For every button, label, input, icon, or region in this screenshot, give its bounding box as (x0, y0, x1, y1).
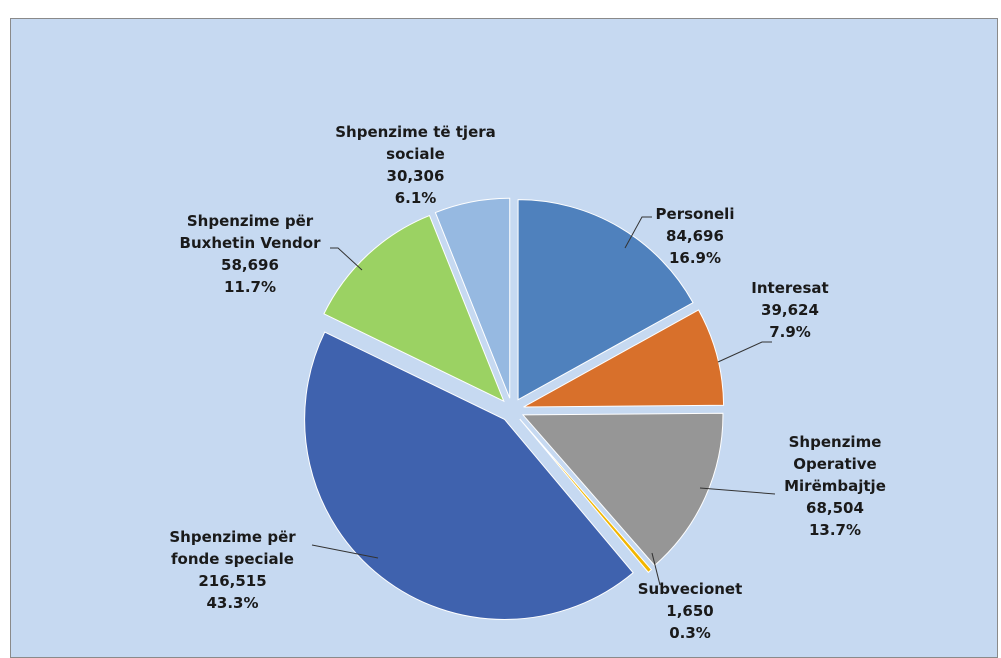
slice-label: Shpenzime të tjera sociale 30,306 6.1% (318, 121, 513, 209)
slice (434, 197, 511, 399)
percent-label: 11.7% (223, 278, 277, 296)
percent-label: 0.3% (669, 624, 711, 642)
slice (523, 309, 725, 408)
slice (517, 199, 694, 401)
slice (521, 412, 724, 567)
percent-label: 13.7% (808, 521, 862, 539)
slice (323, 214, 505, 403)
category-label: Shpenzime për fonde speciale (169, 528, 296, 568)
value-label: 68,504 (806, 499, 864, 517)
leader-line (330, 247, 363, 271)
category-label: Interesat (751, 279, 829, 297)
percent-label: 7.9% (769, 323, 811, 341)
value-label: 84,696 (666, 227, 724, 245)
category-label: Shpenzime Operative Mirëmbajtje (784, 433, 886, 495)
value-label: 58,696 (221, 256, 279, 274)
value-label: 1,650 (666, 602, 714, 620)
leader-line (311, 544, 379, 559)
slice-label: Shpenzime për Buxhetin Vendor 58,696 11.7% (155, 210, 345, 298)
slice-label: Personeli 84,696 16.9% (635, 203, 755, 269)
slice (304, 331, 634, 620)
percent-label: 6.1% (394, 189, 437, 207)
value-label: 39,624 (761, 301, 819, 319)
category-label: Subvecionet (637, 580, 743, 598)
leader-line (699, 487, 776, 495)
slice-label: Shpenzime për fonde speciale 216,515 43.3% (155, 526, 310, 614)
slice-label: Subvecionet 1,650 0.3% (625, 578, 755, 644)
category-label: Shpenzime për Buxhetin Vendor (179, 212, 321, 252)
percent-label: 16.9% (668, 249, 722, 267)
slice-label: Shpenzime Operative Mirëmbajtje 68,504 13.… (770, 431, 900, 541)
leader-line (624, 216, 652, 249)
slice-label: Interesat 39,624 7.9% (730, 277, 850, 343)
leader-lines (311, 216, 776, 586)
value-label: 216,515 (198, 572, 267, 590)
category-label: Personeli (655, 205, 735, 223)
leader-line (717, 341, 772, 363)
value-label: 30,306 (386, 167, 445, 185)
category-label: Shpenzime të tjera sociale (335, 123, 496, 163)
leader-line (651, 552, 661, 586)
percent-label: 43.3% (206, 594, 259, 612)
slice (519, 418, 653, 574)
